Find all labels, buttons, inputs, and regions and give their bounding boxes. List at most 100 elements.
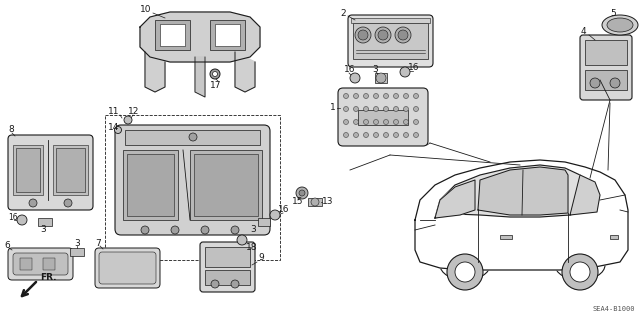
Circle shape <box>383 93 388 99</box>
Circle shape <box>353 93 358 99</box>
Circle shape <box>376 73 386 83</box>
Circle shape <box>383 120 388 124</box>
Bar <box>258 218 270 226</box>
Circle shape <box>413 132 419 137</box>
Circle shape <box>344 107 349 112</box>
Text: 13: 13 <box>322 197 333 206</box>
Circle shape <box>403 107 408 112</box>
FancyBboxPatch shape <box>99 252 156 284</box>
Bar <box>585 70 627 90</box>
Circle shape <box>29 199 37 207</box>
Circle shape <box>171 226 179 234</box>
FancyBboxPatch shape <box>95 248 160 288</box>
Bar <box>123 150 178 220</box>
Circle shape <box>17 215 27 225</box>
Circle shape <box>201 226 209 234</box>
Bar <box>205 247 250 267</box>
Circle shape <box>610 78 620 88</box>
Circle shape <box>270 210 280 220</box>
Circle shape <box>210 69 220 79</box>
Bar <box>105 115 280 260</box>
Circle shape <box>237 235 247 245</box>
Text: 17: 17 <box>210 80 221 90</box>
Circle shape <box>562 254 598 290</box>
Polygon shape <box>145 52 165 92</box>
Circle shape <box>364 120 369 124</box>
Polygon shape <box>415 160 628 270</box>
Text: 7: 7 <box>95 240 100 249</box>
Circle shape <box>311 198 319 206</box>
Bar <box>125 130 260 145</box>
FancyBboxPatch shape <box>348 15 433 67</box>
Circle shape <box>64 199 72 207</box>
Bar <box>43 258 55 270</box>
Text: FR.: FR. <box>40 273 56 283</box>
FancyBboxPatch shape <box>8 248 73 280</box>
Circle shape <box>413 93 419 99</box>
Text: 16: 16 <box>408 63 419 72</box>
Circle shape <box>394 93 399 99</box>
FancyBboxPatch shape <box>13 253 68 275</box>
Text: 10: 10 <box>140 5 152 14</box>
Circle shape <box>231 280 239 288</box>
Bar <box>127 154 174 216</box>
Text: 14: 14 <box>108 123 120 132</box>
Bar <box>56 148 85 192</box>
Circle shape <box>189 133 197 141</box>
Circle shape <box>374 107 378 112</box>
Circle shape <box>211 280 219 288</box>
Polygon shape <box>478 167 568 215</box>
Circle shape <box>383 107 388 112</box>
FancyBboxPatch shape <box>200 242 255 292</box>
Circle shape <box>344 93 349 99</box>
Bar <box>351 18 430 23</box>
Text: 5: 5 <box>610 9 616 18</box>
Text: 15: 15 <box>292 197 303 206</box>
Circle shape <box>398 30 408 40</box>
Circle shape <box>455 262 475 282</box>
Text: 12: 12 <box>128 108 140 116</box>
Bar <box>160 24 185 46</box>
Text: 8: 8 <box>8 125 13 135</box>
Text: 4: 4 <box>581 27 587 36</box>
Text: 6: 6 <box>4 241 10 250</box>
Circle shape <box>141 226 149 234</box>
Bar <box>308 198 322 206</box>
Bar <box>375 73 387 83</box>
Circle shape <box>378 30 388 40</box>
Text: 18: 18 <box>246 243 257 253</box>
Bar <box>194 154 258 216</box>
Circle shape <box>403 132 408 137</box>
Circle shape <box>394 132 399 137</box>
Text: 2: 2 <box>340 9 346 18</box>
Circle shape <box>355 27 371 43</box>
Text: 3: 3 <box>74 239 80 248</box>
Polygon shape <box>140 12 260 62</box>
Circle shape <box>299 190 305 196</box>
Circle shape <box>344 132 349 137</box>
Polygon shape <box>235 52 255 92</box>
Bar <box>585 40 627 65</box>
Bar <box>205 270 250 285</box>
Bar <box>53 145 88 195</box>
Circle shape <box>383 132 388 137</box>
Circle shape <box>590 78 600 88</box>
Circle shape <box>374 93 378 99</box>
Text: 16: 16 <box>8 213 18 222</box>
FancyBboxPatch shape <box>8 135 93 210</box>
Bar <box>70 248 84 256</box>
Text: 1: 1 <box>330 103 336 113</box>
Text: 3: 3 <box>40 226 45 234</box>
Circle shape <box>296 187 308 199</box>
FancyBboxPatch shape <box>338 88 428 146</box>
Circle shape <box>413 107 419 112</box>
Bar <box>20 258 32 270</box>
Circle shape <box>447 254 483 290</box>
Text: SEA4-B1000: SEA4-B1000 <box>593 306 635 312</box>
Circle shape <box>358 30 368 40</box>
Circle shape <box>364 107 369 112</box>
Polygon shape <box>195 57 205 97</box>
Bar <box>210 20 245 50</box>
Circle shape <box>413 120 419 124</box>
Circle shape <box>394 120 399 124</box>
